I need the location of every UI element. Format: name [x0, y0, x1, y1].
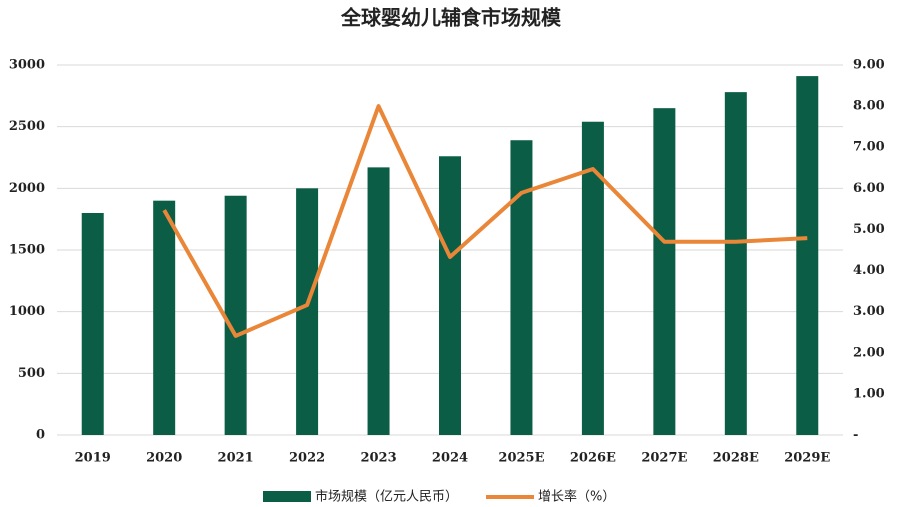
bar [153, 200, 176, 435]
y2-tick-label: 4.00 [853, 263, 885, 278]
bar [367, 167, 390, 435]
bar [296, 188, 319, 435]
y2-tick-label: - [853, 428, 858, 443]
bar [724, 92, 747, 435]
x-tick-label: 2022 [289, 451, 325, 466]
x-tick-label: 2020 [146, 451, 182, 466]
y2-tick-label: 7.00 [853, 140, 885, 155]
y2-tick-label: 1.00 [853, 386, 885, 401]
x-tick-label: 2019 [75, 451, 111, 466]
bar [581, 121, 604, 435]
y2-tick-label: 8.00 [853, 99, 885, 114]
line [162, 104, 808, 338]
x-tick-label: 2029E [784, 451, 830, 466]
y-tick-label: 2000 [9, 181, 45, 196]
y-tick-label: 3000 [9, 58, 45, 73]
legend-label: 市场规模（亿元人民币） [315, 489, 458, 505]
x-tick-label: 2021 [218, 451, 254, 466]
y2-tick-label: 2.00 [853, 345, 885, 360]
bar [796, 76, 819, 435]
x-tick-label: 2024 [432, 451, 468, 466]
bar [81, 213, 104, 435]
bar [439, 156, 461, 435]
y-tick-label: 0 [36, 428, 45, 443]
legend-swatch [263, 491, 311, 502]
x-tick-label: 2027E [641, 451, 687, 466]
x-tick-label: 2026E [570, 451, 616, 466]
legend-label: 增长率（%） [538, 489, 615, 505]
y-tick-label: 500 [18, 366, 45, 381]
bar [510, 140, 533, 435]
y2-tick-label: 5.00 [853, 222, 885, 237]
bar [653, 108, 676, 436]
y2-tick-label: 6.00 [853, 181, 885, 196]
y-tick-label: 1000 [9, 304, 45, 319]
y-tick-label: 2500 [9, 119, 45, 134]
y-tick-label: 1500 [9, 243, 45, 258]
x-tick-label: 2025E [498, 451, 544, 466]
bar [224, 195, 247, 435]
y2-tick-label: 3.00 [853, 304, 885, 319]
x-tick-label: 2028E [713, 451, 759, 466]
chart-title: 全球婴幼儿辅食市场规模 [340, 6, 562, 30]
x-tick-label: 2023 [360, 451, 396, 466]
y2-tick-label: 9.00 [853, 58, 885, 73]
